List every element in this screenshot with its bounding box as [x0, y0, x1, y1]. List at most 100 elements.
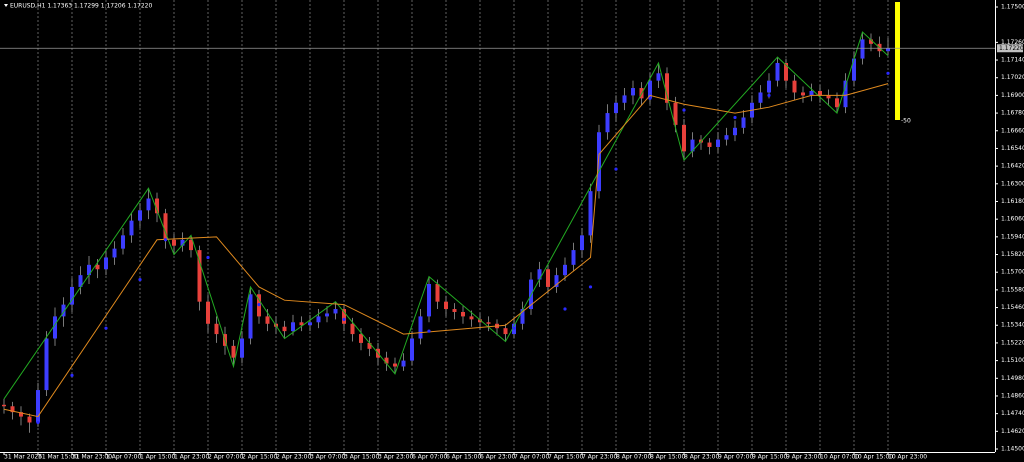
candle-body: [605, 113, 610, 133]
overlay-dot: [512, 326, 516, 330]
overlay-dot: [36, 420, 40, 425]
x-tick-label: 10 Apr 15:00: [854, 454, 893, 461]
candle-body: [44, 338, 49, 391]
candle-body: [155, 198, 159, 214]
overlay-dot: [104, 326, 108, 330]
candle-body: [444, 301, 448, 310]
overlay-dot: [648, 96, 652, 100]
candle-body: [707, 142, 712, 147]
candle-body: [197, 250, 202, 302]
candle-body: [53, 316, 57, 339]
overlay-dot: [614, 167, 618, 171]
overlay-dot: [163, 238, 168, 242]
candle-body: [138, 210, 142, 221]
y-tick-label: 1.16180: [1001, 198, 1024, 205]
candle-body: [486, 322, 491, 324]
candle-body: [537, 269, 542, 280]
candle-body: [631, 88, 635, 96]
candle-body: [172, 239, 176, 246]
overlay-dot: [257, 303, 261, 307]
current-price-label: 1.17220: [999, 45, 1024, 52]
y-tick-label: 1.16780: [1001, 110, 1024, 117]
candle-body: [656, 73, 661, 81]
candle-body: [27, 416, 32, 423]
y-tick-label: 1.16900: [1001, 92, 1024, 99]
candle-body: [189, 239, 193, 251]
overlay-dot: [427, 329, 431, 333]
overlay-dot: [843, 90, 848, 95]
y-tick-label: 1.15220: [1001, 339, 1024, 346]
candle-body: [299, 322, 304, 326]
candle-body: [818, 90, 822, 96]
overlay-dot: [70, 373, 74, 377]
candle-body: [206, 301, 210, 324]
candle-body: [104, 257, 108, 270]
y-tick-label: 1.14620: [1001, 428, 1024, 435]
y-tick-label: 1.15340: [1001, 322, 1024, 329]
candle-body: [869, 39, 873, 44]
candle-body: [163, 213, 168, 240]
overlay-dot: [563, 307, 567, 311]
candle-body: [801, 92, 805, 96]
candle-body: [622, 95, 627, 103]
y-tick-label: 1.16540: [1001, 145, 1024, 152]
candle-body: [333, 309, 338, 314]
y-tick-label: 1.15700: [1001, 269, 1024, 276]
candle-body: [724, 135, 729, 140]
overlay-dot: [588, 285, 593, 289]
overlay-dot: [138, 277, 142, 282]
candle-body: [10, 406, 15, 413]
candle-body: [19, 412, 23, 417]
candle-body: [342, 309, 346, 324]
overlay-dot: [682, 108, 686, 112]
y-tick-label: 1.15940: [1001, 233, 1024, 240]
candle-body: [563, 264, 567, 276]
x-tick-label: 31 Mar 15:00: [38, 454, 78, 461]
overlay-dot: [886, 71, 890, 75]
x-tick-label: 7 Apr 23:00: [582, 454, 617, 461]
candle-body: [36, 390, 40, 423]
candle-body: [860, 39, 865, 59]
candle-body: [248, 294, 253, 339]
candle-body: [580, 235, 584, 251]
candle-body: [648, 80, 652, 99]
candle-body: [588, 191, 593, 236]
candle-body: [809, 90, 814, 96]
y-tick-label: 1.17260: [1001, 39, 1024, 46]
candle-body: [427, 283, 431, 317]
candle-body: [146, 198, 151, 211]
y-tick-label: 1.14980: [1001, 375, 1024, 382]
x-tick-label: 31 Mar 23:00: [72, 454, 112, 461]
candle-body: [316, 316, 321, 323]
candle-body: [852, 58, 856, 81]
y-tick-label: 1.16300: [1001, 180, 1024, 187]
current-price-box: [997, 44, 1023, 53]
y-tick-label: 1.14860: [1001, 392, 1024, 399]
x-tick-label: 3 Apr 07:00: [310, 454, 345, 461]
x-tick-label: 7 Apr 07:00: [514, 454, 549, 461]
x-tick-label: 3 Apr 23:00: [378, 454, 413, 461]
x-tick-label: 31 Mar 2026: [4, 454, 42, 461]
candle-body: [308, 322, 312, 326]
y-tick-label: 1.14500: [1001, 446, 1024, 453]
candle-body: [792, 80, 797, 93]
candle-body: [767, 80, 771, 93]
candle-body: [826, 95, 831, 99]
candle-body: [2, 404, 6, 407]
y-tick-label: 1.16060: [1001, 216, 1024, 223]
candle-body: [546, 269, 550, 287]
candle-body: [418, 316, 423, 339]
candle-body: [665, 73, 669, 103]
candle-body: [775, 62, 780, 81]
candle-body: [231, 345, 236, 358]
overlay-line: [3, 31, 889, 400]
candle-body: [393, 363, 397, 367]
candle-body: [367, 342, 372, 349]
x-tick-label: 6 Apr 23:00: [480, 454, 515, 461]
y-tick-label: 1.15460: [1001, 304, 1024, 311]
candle-body: [435, 283, 440, 302]
y-tick-label: 1.16420: [1001, 163, 1024, 170]
x-tick-label: 1 Apr 23:00: [174, 454, 209, 461]
